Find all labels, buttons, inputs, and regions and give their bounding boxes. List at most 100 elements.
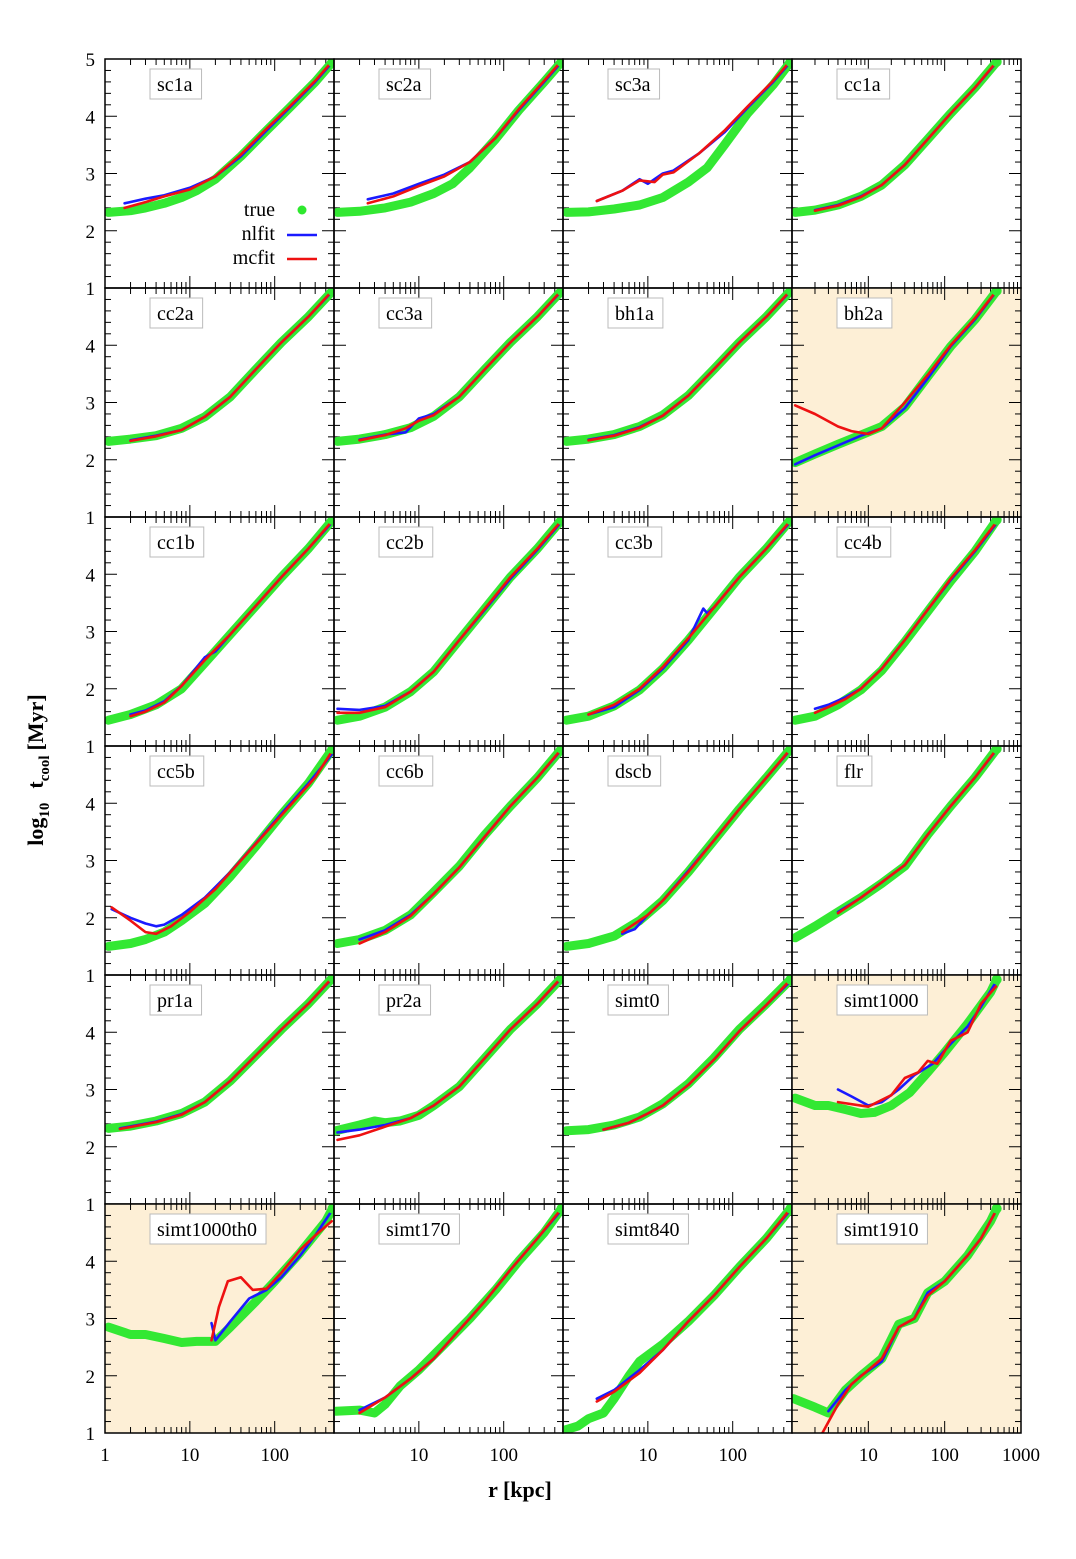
true-endpoint — [556, 1204, 563, 1214]
mcfit-series — [129, 290, 333, 443]
panel-simt1910: simt1910 — [791, 1203, 1022, 1434]
mcfit-series — [587, 520, 791, 716]
true-series — [105, 59, 334, 217]
mcfit-series — [595, 60, 791, 203]
panel-label-text: simt1910 — [844, 1219, 918, 1241]
panel-label-box — [378, 755, 434, 787]
panel-label-box — [836, 1213, 928, 1245]
y-tick-label: 4 — [86, 565, 96, 586]
panel-label: simt840 — [607, 1213, 689, 1245]
true-endpoint — [991, 975, 1002, 985]
panel-label-box — [607, 297, 664, 329]
panel-cc2b: cc2b — [333, 516, 564, 747]
panel-simt1000th0: simt1000th0 — [104, 1203, 335, 1434]
legend-entry-nlfit: nlfit — [242, 223, 317, 245]
y-tick-label: 3 — [86, 394, 96, 415]
y-tick-label: 4 — [86, 107, 96, 128]
true-endpoint — [556, 59, 563, 67]
true-endpoint — [991, 59, 1002, 67]
y-tick-label: 3 — [86, 165, 96, 186]
panel-label: cc2b — [378, 526, 434, 558]
panel-label-text: dscb — [615, 761, 652, 783]
x-tick-labels: 1 10 100 10 100 10 100 10 100 1000 — [100, 1445, 1040, 1466]
y-axis-title: log10 tcool [Myr] — [23, 694, 53, 845]
panel-label-box — [607, 984, 669, 1016]
panel-cc5b: cc5b — [104, 745, 335, 976]
panel-label-text: cc4b — [844, 532, 882, 554]
x-tick-label: 1000 — [1002, 1445, 1040, 1466]
panel-label-text: bh1a — [615, 303, 654, 325]
true-endpoint — [785, 59, 792, 67]
panel-label: sc3a — [607, 68, 661, 100]
x-axis-title: r [kpc] — [488, 1477, 552, 1502]
y-tick-label: 2 — [86, 451, 96, 472]
y-axis-title-sub10: 10 — [37, 803, 53, 818]
legend-entry-mcfit: mcfit — [233, 247, 317, 269]
mcfit-series — [813, 61, 998, 212]
mcfit-series — [129, 520, 333, 718]
panel-label: cc2a — [149, 297, 204, 329]
panel-label-text: cc2b — [386, 532, 424, 554]
panel-sc3a: sc3a — [562, 58, 793, 289]
panel-label-text: sc3a — [615, 74, 651, 96]
x-tick-label: 100 — [260, 1445, 289, 1466]
panel-label-text: simt1000 — [844, 990, 918, 1012]
panel-label-box — [607, 68, 661, 100]
panel-simt1000: simt1000 — [791, 974, 1022, 1205]
true-endpoint — [327, 517, 334, 525]
panel-label: simt0 — [607, 984, 669, 1016]
panel-cc3a: cc3a — [333, 287, 564, 518]
y-tick-label: 1 — [86, 737, 96, 758]
mcfit-series — [836, 748, 998, 915]
panel-label-box — [149, 755, 205, 787]
true-endpoint — [556, 975, 563, 983]
true-series — [334, 975, 563, 1136]
mcfit-series — [836, 985, 998, 1108]
panel-label-box — [378, 984, 432, 1016]
true-series — [792, 517, 1002, 725]
y-tick-label: 1 — [86, 1195, 96, 1216]
panel-label-box — [149, 984, 203, 1016]
panel-label: cc6b — [378, 755, 434, 787]
mcfit-series — [336, 520, 562, 715]
true-series — [792, 746, 1002, 943]
panel-cc1a: cc1a — [791, 58, 1022, 289]
panel-label: pr1a — [149, 984, 203, 1016]
true-endpoint — [327, 746, 334, 754]
panel-label-box — [836, 526, 892, 558]
mcfit-series — [602, 979, 791, 1131]
panel-label-box — [607, 526, 663, 558]
panel-frame — [791, 1203, 1022, 1434]
panel-label-box — [607, 1213, 689, 1245]
y-tick-label: 3 — [86, 1081, 96, 1102]
panel-label-text: pr1a — [157, 990, 193, 1012]
panel-label-text: bh2a — [844, 303, 883, 325]
x-tick-label: 10 — [409, 1445, 428, 1466]
panel-bh2a: bh2a — [791, 287, 1022, 518]
panel-label: cc1b — [149, 526, 205, 558]
y-tick-label: 4 — [86, 336, 96, 357]
panel-label-text: simt1000th0 — [157, 1219, 257, 1241]
true-series — [792, 59, 1002, 217]
true-series — [563, 59, 792, 217]
panel-label-box — [378, 1213, 460, 1245]
panel-pr1a: pr1a — [104, 974, 335, 1205]
panel-simt0: simt0 — [562, 974, 793, 1205]
panel-label: sc1a — [149, 68, 203, 100]
panel-frame — [791, 58, 1022, 289]
panel-cc2a: cc2a — [104, 287, 335, 518]
y-tick-label: 4 — [86, 794, 96, 815]
y-tick-label: 2 — [86, 1138, 96, 1159]
true-endpoint — [785, 1204, 792, 1214]
panel-label: cc3b — [607, 526, 663, 558]
panel-label: simt170 — [378, 1213, 460, 1245]
mcfit-series — [118, 977, 333, 1131]
mcfit-series — [621, 748, 791, 934]
nlfit-series — [336, 977, 562, 1134]
mcfit-series — [587, 290, 791, 442]
panel-label-box — [378, 297, 433, 329]
panel-label-box — [836, 68, 891, 100]
true-endpoint — [991, 1204, 1002, 1214]
true-series — [792, 975, 1002, 1118]
panel-label-box — [149, 1213, 267, 1245]
